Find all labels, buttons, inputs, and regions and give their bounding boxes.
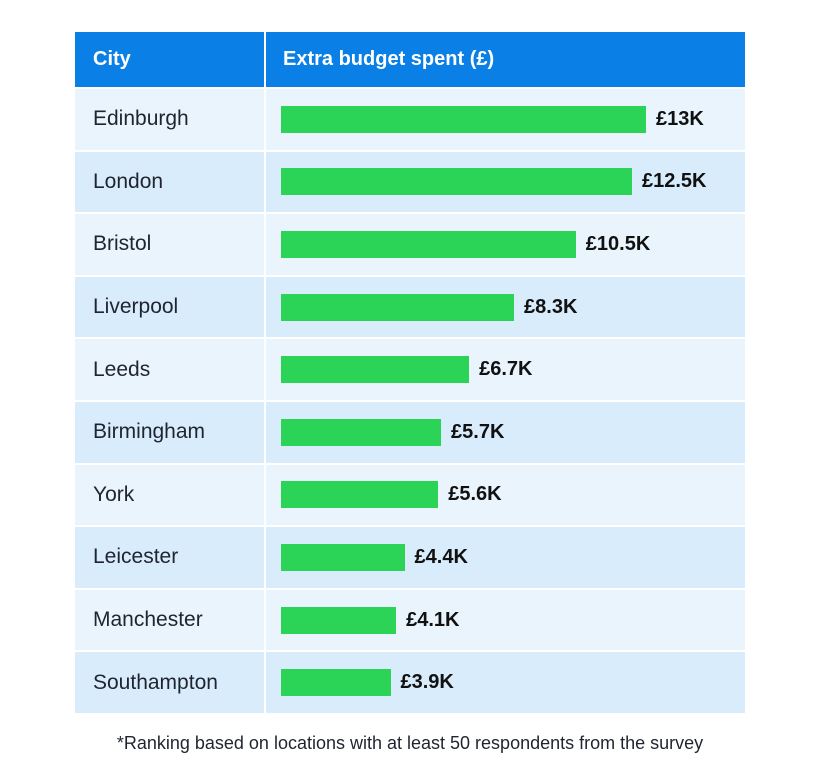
city-name: York — [75, 464, 266, 526]
table-row: York £5.6K — [75, 462, 745, 526]
city-name: Edinburgh — [75, 89, 266, 150]
table-row: Birmingham £5.7K — [75, 399, 745, 463]
bar-value-label: £4.4K — [414, 545, 468, 568]
budget-bar — [281, 418, 442, 446]
budget-bar — [281, 481, 439, 509]
bar-value-label: £3.9K — [400, 671, 454, 694]
table-row: Liverpool £8.3K — [75, 274, 745, 338]
bar-cell: £6.7K — [266, 339, 745, 400]
bar-cell: £13K — [266, 89, 745, 150]
bar-cell: £3.9K — [266, 652, 745, 713]
city-name: Leicester — [75, 527, 266, 588]
table-row: Edinburgh £13K — [75, 87, 745, 150]
budget-column-header: Extra budget spent (£) — [283, 48, 495, 70]
city-name: Southampton — [75, 652, 266, 713]
budget-bar — [281, 168, 632, 196]
bar-value-label: £13K — [656, 107, 704, 130]
table-row: Leeds £6.7K — [75, 337, 745, 400]
table-row: Manchester £4.1K — [75, 587, 745, 651]
bar-value-label: £8.3K — [524, 295, 578, 318]
city-name: Bristol — [75, 214, 266, 275]
budget-bar — [281, 669, 391, 697]
bar-value-label: £5.7K — [451, 420, 505, 443]
bar-cell: £4.4K — [266, 527, 745, 588]
city-name: Leeds — [75, 339, 266, 400]
bar-value-label: £12.5K — [641, 170, 707, 193]
city-name: Manchester — [75, 589, 266, 651]
table-body: Edinburgh £13K London £12.5K Bristol £10.5K Li… — [75, 87, 745, 713]
table-row: London £12.5K — [75, 149, 745, 213]
bar-cell: £5.7K — [266, 402, 745, 463]
bar-value-label: £5.6K — [448, 483, 502, 506]
budget-bar — [281, 606, 397, 634]
city-name: Birmingham — [75, 401, 266, 463]
table-row: Bristol £10.5K — [75, 212, 745, 275]
budget-bar — [281, 356, 470, 384]
bar-cell: £10.5K — [266, 214, 745, 275]
ranking-table: City Extra budget spent (£) Edinburgh £13… — [75, 32, 745, 713]
bar-cell: £8.3K — [266, 277, 745, 338]
table-row: Leicester £4.4K — [75, 525, 745, 588]
table-row: Southampton £3.9K — [75, 650, 745, 713]
budget-bar — [281, 230, 576, 258]
bar-cell: £4.1K — [266, 590, 745, 651]
footnote: *Ranking based on locations with at leas… — [116, 733, 704, 753]
city-name: London — [75, 151, 266, 213]
budget-bar — [281, 105, 646, 133]
bar-cell: £5.6K — [266, 465, 745, 526]
budget-bar — [281, 293, 515, 321]
table-header: City Extra budget spent (£) — [75, 32, 745, 87]
city-name: Liverpool — [75, 276, 266, 338]
budget-bar — [281, 543, 405, 571]
bar-value-label: £6.7K — [479, 358, 533, 381]
city-column-header: City — [75, 32, 266, 87]
bar-cell: £12.5K — [266, 152, 745, 213]
bar-value-label: £10.5K — [585, 232, 651, 255]
bar-value-label: £4.1K — [406, 608, 460, 631]
